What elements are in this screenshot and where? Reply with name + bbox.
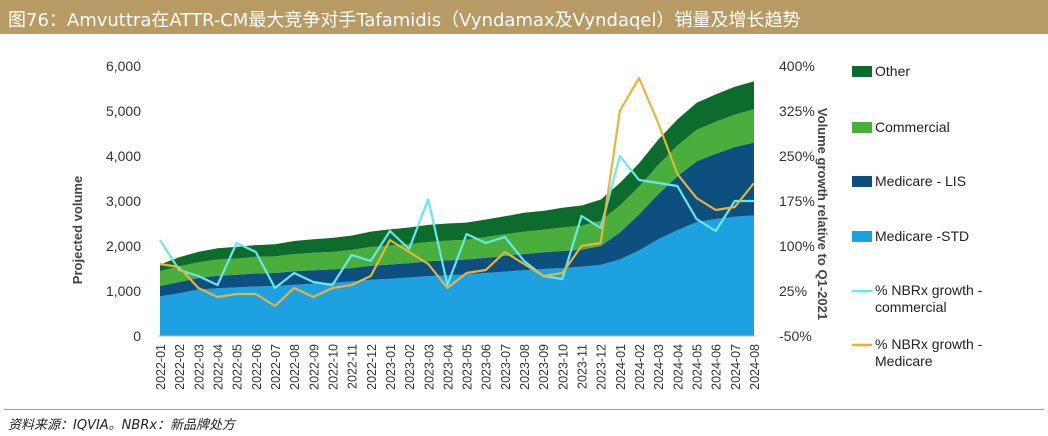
y2-tick-label: 100% bbox=[779, 238, 815, 254]
legend-swatch bbox=[852, 231, 872, 242]
x-tick-label: 2022-01 bbox=[154, 344, 168, 390]
x-tick-label: 2023-07 bbox=[499, 344, 513, 390]
line-nbrx-commercial bbox=[159, 154, 754, 290]
y2-axis-label: Volume growth relative to Q1-2021 bbox=[815, 108, 830, 320]
y2-tick-label: 175% bbox=[779, 193, 815, 209]
legend-item: % NBRx growth -commercial bbox=[852, 282, 983, 315]
source-note: 资料来源：IQVIA。NBRx：新品牌处方 bbox=[8, 418, 236, 433]
legend: Other Commercial Medicare - LIS Medicare -S… bbox=[852, 63, 983, 369]
area-commercial bbox=[160, 109, 754, 287]
x-tick-label: 2023-03 bbox=[422, 344, 436, 390]
x-tick-label: 2022-04 bbox=[211, 344, 225, 390]
legend-label: Medicare -STD bbox=[875, 228, 969, 244]
x-tick-label: 2022-12 bbox=[365, 344, 379, 390]
area-medicare-std bbox=[160, 215, 754, 336]
y-tick-label: 4,000 bbox=[106, 148, 141, 164]
x-tick-label: 2024-07 bbox=[729, 344, 743, 390]
y2-tick-label: -50% bbox=[779, 328, 812, 344]
axes-layer: 6,000 5,000 4,000 3,000 2,000 1,000 0 400% 325% 2… bbox=[106, 58, 815, 390]
figure-title: 图76：Amvuttra在ATTR-CM最大竞争对手Tafamidis（Vynd… bbox=[8, 10, 801, 31]
x-tick-label: 2023-11 bbox=[576, 344, 590, 389]
growth-line-layer bbox=[159, 76, 755, 308]
y2-tick-label: 250% bbox=[779, 148, 815, 164]
x-tick-label: 2023-05 bbox=[461, 344, 475, 390]
legend-label: Medicare - LIS bbox=[875, 173, 966, 189]
y2-tick-label: 400% bbox=[779, 58, 815, 74]
stacked-area-layer bbox=[160, 81, 754, 336]
x-tick-label: 2023-09 bbox=[537, 344, 551, 390]
legend-swatch bbox=[852, 66, 872, 77]
x-tick-label: 2023-08 bbox=[518, 344, 532, 390]
line-nbrx-medicare bbox=[159, 76, 755, 308]
y-axis-label: Projected volume bbox=[70, 176, 85, 284]
x-tick-label: 2024-01 bbox=[614, 344, 628, 390]
x-tick-label: 2022-03 bbox=[192, 344, 206, 390]
legend-swatch bbox=[852, 176, 872, 187]
y-tick-label: 5,000 bbox=[106, 103, 141, 119]
x-tick-label: 2023-06 bbox=[480, 344, 494, 390]
x-tick-label: 2023-04 bbox=[441, 344, 455, 390]
x-tick-label: 2022-07 bbox=[269, 344, 283, 390]
y-tick-label: 0 bbox=[133, 328, 141, 344]
x-tick-label: 2022-09 bbox=[307, 344, 321, 390]
y2-tick-label: 325% bbox=[779, 103, 815, 119]
y2-tick-label: 25% bbox=[779, 283, 807, 299]
figure-title-banner: 图76：Amvuttra在ATTR-CM最大竞争对手Tafamidis（Vynd… bbox=[0, 0, 1048, 34]
legend-item: Other bbox=[852, 63, 910, 79]
x-tick-label: 2024-06 bbox=[710, 344, 724, 390]
legend-label: Other bbox=[875, 63, 910, 79]
x-tick-label: 2024-05 bbox=[691, 344, 705, 390]
x-tick-label: 2022-02 bbox=[173, 344, 187, 390]
y-tick-label: 2,000 bbox=[106, 238, 141, 254]
x-tick-label: 2023-02 bbox=[403, 344, 417, 390]
legend-item: Medicare - LIS bbox=[852, 173, 966, 189]
x-tick-label: 2022-10 bbox=[326, 344, 340, 390]
sales-growth-chart: 6,000 5,000 4,000 3,000 2,000 1,000 0 400% 325% 2… bbox=[70, 58, 983, 390]
x-tick-label: 2024-03 bbox=[652, 344, 666, 390]
y-tick-label: 3,000 bbox=[106, 193, 141, 209]
x-tick-label: 2022-11 bbox=[346, 344, 360, 389]
legend-item: Medicare -STD bbox=[852, 228, 969, 244]
legend-item: Commercial bbox=[852, 119, 950, 135]
area-medicare-lis bbox=[160, 142, 754, 297]
legend-label: Commercial bbox=[875, 119, 950, 135]
x-tick-label: 2024-08 bbox=[748, 344, 762, 390]
legend-label: % NBRx growth -Medicare bbox=[875, 336, 983, 369]
x-tick-label: 2022-08 bbox=[288, 344, 302, 390]
x-tick-label: 2022-06 bbox=[250, 344, 264, 390]
footer-divider bbox=[4, 409, 1044, 410]
x-tick-label: 2023-01 bbox=[384, 344, 398, 390]
legend-swatch bbox=[852, 122, 872, 133]
legend-item: % NBRx growth -Medicare bbox=[852, 336, 983, 369]
x-tick-label: 2024-02 bbox=[633, 344, 647, 390]
y-tick-label: 6,000 bbox=[106, 58, 141, 74]
x-tick-label: 2023-12 bbox=[595, 344, 609, 390]
x-tick-label: 2022-05 bbox=[231, 344, 245, 390]
legend-label: % NBRx growth -commercial bbox=[875, 282, 983, 315]
x-tick-label: 2024-04 bbox=[671, 344, 685, 390]
x-tick-label: 2023-10 bbox=[556, 344, 570, 390]
y-tick-label: 1,000 bbox=[106, 283, 141, 299]
